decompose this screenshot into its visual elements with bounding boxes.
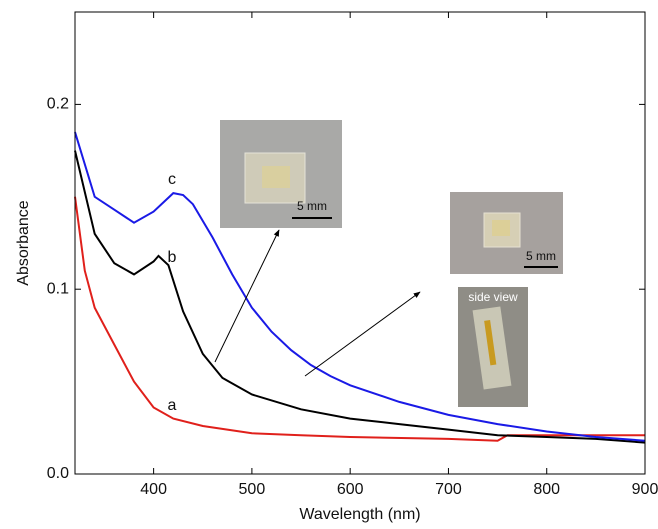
- y-tick-label: 0.0: [47, 465, 69, 482]
- inset-photo-2: 5 mm: [450, 192, 563, 274]
- curve-label: b: [168, 249, 177, 266]
- y-tick-label: 0.1: [47, 280, 69, 297]
- series-line: [75, 132, 645, 441]
- arrow: [215, 230, 279, 362]
- curve-label: c: [168, 171, 176, 188]
- x-tick-label: 900: [632, 481, 658, 498]
- x-tick-label: 400: [140, 481, 167, 498]
- arrow: [305, 292, 420, 376]
- y-axis-label: Absorbance: [15, 200, 32, 285]
- scale-label: 5 mm: [526, 249, 556, 263]
- curve-label: a: [168, 397, 177, 414]
- scale-label: 5 mm: [297, 199, 327, 213]
- x-tick-label: 500: [239, 481, 266, 498]
- inset-photo-1: 5 mm: [220, 120, 342, 228]
- x-tick-label: 800: [533, 481, 560, 498]
- x-tick-label: 600: [337, 481, 364, 498]
- y-tick-label: 0.2: [47, 96, 69, 113]
- inset-caption: side view: [468, 290, 518, 304]
- x-tick-label: 700: [435, 481, 462, 498]
- page: {"chart_data": {"type": "line", "x_label…: [0, 0, 658, 529]
- inset-photo-3: side view: [458, 287, 528, 407]
- x-axis-label: Wavelength (nm): [299, 506, 420, 523]
- chart: Wavelength (nm) Absorbance 5 mm 5 mm sid…: [0, 0, 658, 529]
